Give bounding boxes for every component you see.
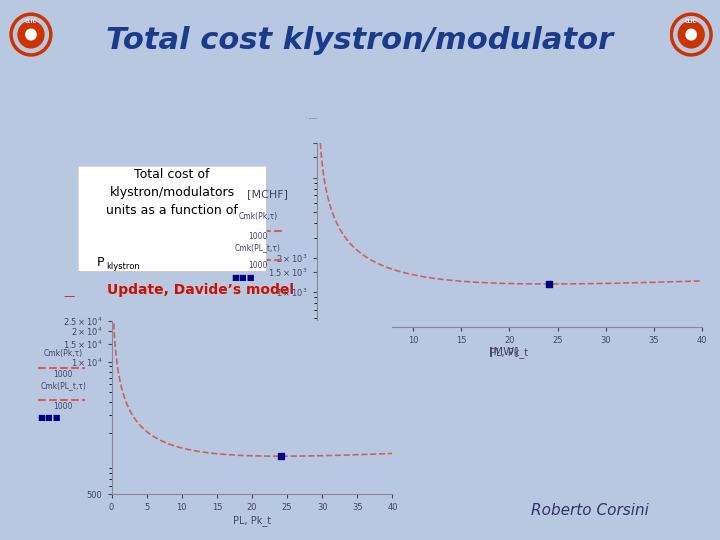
X-axis label: PL, Pk_t: PL, Pk_t [490,348,528,359]
Text: Total cost klystron/modulator: Total cost klystron/modulator [107,26,613,55]
Text: 1000: 1000 [248,261,267,271]
Text: 1000: 1000 [54,370,73,379]
Text: Cmk(PL_t,τ): Cmk(PL_t,τ) [235,243,281,252]
Circle shape [18,21,44,48]
Text: ■■■: ■■■ [232,273,255,282]
Circle shape [26,29,36,40]
Circle shape [686,29,696,40]
Text: ·—: ·— [305,113,318,123]
Text: klystron: klystron [107,262,140,271]
Text: Cmk(Pk,τ): Cmk(Pk,τ) [44,349,83,359]
Text: ■■■: ■■■ [37,413,60,422]
Text: —: — [63,291,74,301]
Text: Total cost of
klystron/modulators
units as a function of: Total cost of klystron/modulators units … [106,167,238,217]
Text: Cmk(Pk,τ): Cmk(Pk,τ) [238,212,277,221]
X-axis label: PL, Pk_t: PL, Pk_t [233,515,271,526]
Text: P: P [97,256,104,269]
Text: [MCHF]: [MCHF] [248,190,288,199]
Text: [MW]: [MW] [490,346,518,356]
Text: Cmk(PL_t,τ): Cmk(PL_t,τ) [40,381,86,390]
Text: CLIC: CLIC [685,19,697,24]
Text: 1000: 1000 [54,402,73,411]
Circle shape [678,21,704,48]
Text: 1000: 1000 [248,232,267,241]
Text: Update, Davide’s model: Update, Davide’s model [107,283,294,297]
Text: CLIC: CLIC [25,19,37,24]
Text: Roberto Corsini: Roberto Corsini [531,503,649,518]
